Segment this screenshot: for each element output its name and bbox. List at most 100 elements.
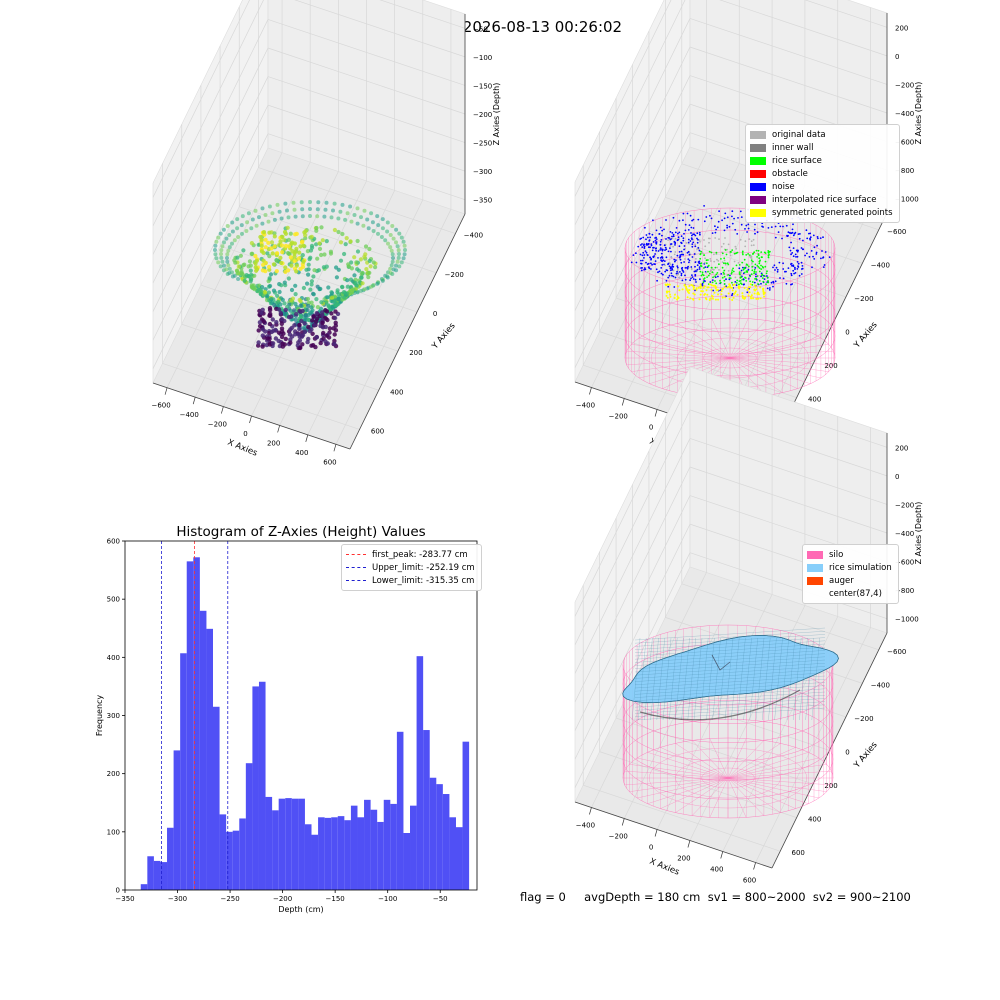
original-point: [713, 268, 715, 271]
noise-point: [691, 219, 693, 222]
symmetric-point: [756, 293, 759, 296]
data-point: [369, 211, 374, 216]
rice-surface-point: [727, 274, 730, 276]
original-point: [672, 245, 674, 248]
surface-mesh-line: [634, 631, 826, 644]
symmetric-point: [720, 293, 723, 296]
rice-surface-point: [721, 266, 724, 269]
noise-point: [709, 281, 712, 283]
data-point: [327, 326, 333, 331]
rice-surface-point: [738, 283, 740, 286]
grid-line: [689, 552, 888, 620]
histogram-chart: −350 −300 −250 −200 −150 −100 −50 0 100 200 300 400…: [95, 538, 478, 914]
data-point: [285, 225, 290, 230]
original-point: [708, 241, 710, 244]
symmetric-point: [734, 291, 737, 294]
data-point: [267, 264, 272, 269]
histogram-bar: [252, 686, 259, 890]
rice-surface-point: [723, 257, 726, 260]
data-point: [321, 330, 326, 336]
noise-point: [669, 247, 671, 250]
data-point: [395, 259, 400, 264]
z-tick-label: −250: [473, 140, 492, 148]
surface-mesh-line: [634, 685, 826, 698]
rice-surface-point: [745, 263, 748, 266]
data-point: [320, 313, 325, 318]
legend-label: auger: [829, 575, 854, 586]
data-point: [298, 345, 303, 351]
histogram-bar: [278, 798, 286, 890]
legend-label: Upper_limit: -252.19 cm: [372, 562, 475, 573]
noise-point: [763, 278, 766, 280]
noise-point: [644, 250, 647, 253]
data-point: [312, 322, 317, 327]
symmetric-point: [755, 297, 758, 300]
rice-surface-point: [744, 276, 746, 279]
data-point: [214, 256, 219, 261]
surface-mesh-line: [755, 637, 765, 721]
symmetric-point: [702, 286, 705, 289]
grid-line: [574, 381, 691, 617]
symmetric-point: [678, 289, 681, 292]
data-point: [275, 293, 280, 298]
data-point: [314, 335, 319, 340]
surface-mesh-line: [774, 637, 783, 721]
legend-label: rice simulation: [829, 562, 892, 573]
surface-mesh-line: [634, 698, 826, 711]
data-point: [345, 278, 350, 283]
symmetric-point: [733, 283, 736, 286]
y-tick-label: −400: [464, 232, 483, 240]
y-axis-label: Y Axies: [430, 321, 458, 352]
data-point: [371, 260, 376, 265]
data-point: [319, 225, 324, 230]
data-point: [390, 224, 395, 228]
noise-point: [747, 268, 750, 271]
legend-swatch: [750, 130, 766, 139]
noise-point: [667, 285, 670, 288]
noise-point: [683, 261, 685, 263]
noise-point: [655, 229, 658, 232]
rice-surface-point: [757, 266, 760, 268]
data-point: [286, 276, 291, 281]
noise-point: [816, 236, 819, 238]
data-point: [323, 339, 328, 344]
noise-point: [812, 234, 815, 237]
symmetric-point: [673, 297, 676, 299]
noise-point: [676, 265, 679, 267]
noise-point: [744, 228, 746, 230]
noise-point: [774, 236, 777, 239]
symmetric-point: [717, 298, 720, 301]
symmetric-point: [747, 294, 750, 297]
histogram-bar: [245, 763, 253, 890]
noise-point: [654, 260, 657, 262]
surface-mesh-line: [656, 637, 665, 721]
noise-point: [753, 228, 756, 231]
noise-point: [785, 224, 788, 227]
y-tick-label: 600: [371, 427, 384, 435]
data-point: [267, 307, 273, 313]
noise-point: [673, 286, 676, 288]
original-point: [729, 254, 732, 257]
grid-line: [599, 331, 797, 398]
data-point: [315, 305, 320, 310]
x-tick: [621, 398, 625, 406]
original-point: [703, 239, 705, 241]
data-point: [390, 272, 395, 276]
data-point: [334, 275, 339, 280]
noise-point: [793, 272, 795, 275]
histogram-bar: [455, 827, 463, 890]
data-point: [235, 271, 240, 276]
data-point: [349, 289, 354, 294]
rice-surface-point: [747, 253, 749, 255]
x-axis-line: [152, 382, 351, 450]
data-point: [309, 305, 314, 310]
original-point: [750, 244, 753, 247]
rice-surface-point: [723, 262, 725, 265]
original-point: [699, 240, 701, 243]
grid-line: [574, 75, 691, 311]
y-tick-label: 100: [107, 828, 120, 836]
data-point: [240, 214, 245, 219]
data-point: [219, 252, 223, 256]
data-point: [315, 256, 320, 261]
symmetric-point: [741, 292, 744, 295]
